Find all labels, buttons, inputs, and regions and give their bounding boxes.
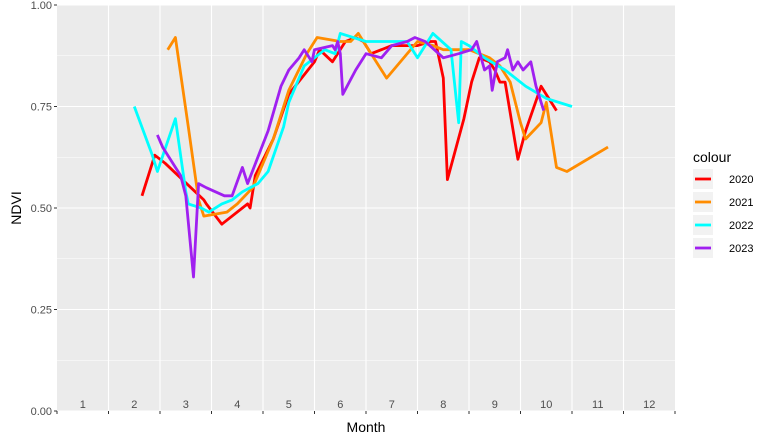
x-tick-label: 2	[131, 399, 137, 411]
x-tick-label: 3	[183, 399, 189, 411]
y-axis-ticks: 0.00 0.25 0.50 0.75 1.00	[31, 0, 57, 418]
y-tick-label: 0.25	[31, 305, 52, 317]
y-tick-label: 0.50	[31, 203, 52, 215]
x-tick-label: 7	[389, 399, 395, 411]
x-axis-title: Month	[347, 419, 386, 435]
y-tick-label: 0.00	[31, 406, 52, 418]
legend-label-2021: 2021	[729, 197, 753, 209]
x-tick-label: 9	[492, 399, 498, 411]
y-tick-label: 1.00	[31, 0, 52, 12]
legend-label-2020: 2020	[729, 174, 753, 186]
x-tick-label: 8	[440, 399, 446, 411]
y-axis-title: NDVI	[8, 191, 24, 224]
legend: colour 2020 2021 2022 2023	[693, 149, 753, 258]
x-tick-label: 10	[540, 399, 552, 411]
x-tick-label: 12	[643, 399, 655, 411]
x-tick-label: 6	[337, 399, 343, 411]
legend-label-2023: 2023	[729, 243, 753, 255]
x-tick-label: 11	[592, 399, 603, 411]
x-tick-label: 1	[80, 399, 86, 411]
legend-label-2022: 2022	[729, 220, 753, 232]
series-line-2021	[166, 32, 609, 218]
legend-title: colour	[693, 149, 731, 165]
y-tick-label: 0.75	[31, 102, 52, 114]
x-tick-label: 5	[286, 399, 292, 411]
x-axis-ticks: 1 2 3 4 5 6 7 8 9 10 11 12	[56, 399, 676, 414]
series-line-2022	[132, 32, 573, 214]
series-lines	[132, 32, 609, 279]
x-tick-label: 4	[234, 399, 240, 411]
series-line-2023	[156, 36, 546, 279]
